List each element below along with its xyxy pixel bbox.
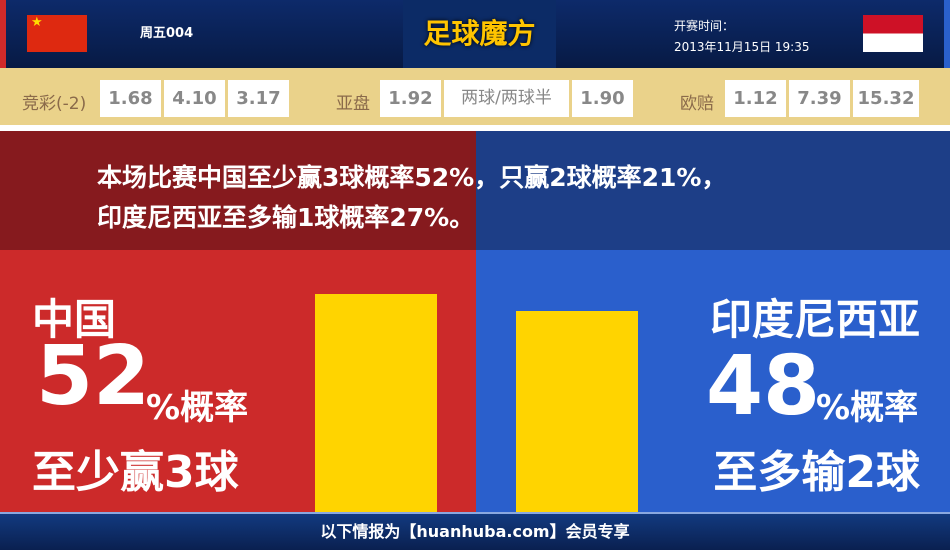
kickoff-label: 开赛时间： xyxy=(674,19,735,33)
away-team-name: 印度尼西亚 xyxy=(709,295,920,344)
odds-value: 1.90 xyxy=(572,80,633,117)
banner-right xyxy=(476,131,950,250)
header: ★ 周五004 足球魔方 开赛时间： 2013年11月15日 19:35 xyxy=(0,0,950,68)
asian-label: 亚盘 xyxy=(336,94,370,114)
away-percent-unit: %概率 xyxy=(816,388,919,428)
odds-value: 1.92 xyxy=(380,80,441,117)
logo: 足球魔方 xyxy=(403,0,556,68)
match-code: 周五004 xyxy=(140,26,194,41)
banner-left xyxy=(0,131,476,250)
home-team-name: 中国 xyxy=(32,295,117,344)
home-description: 至少赢3球 xyxy=(32,447,239,498)
odds-value: 7.39 xyxy=(789,80,850,117)
kickoff-time: 2013年11月15日 19:35 xyxy=(674,40,810,54)
footer-members-link[interactable]: 以下情报为【huanhuba.com】会员专享 xyxy=(0,512,950,550)
indonesia-flag-icon xyxy=(863,15,923,52)
odds-bar: 竞彩(-2) 1.68 4.10 3.17 亚盘 1.92 两球/两球半 1.9… xyxy=(0,68,950,128)
home-probability-bar xyxy=(315,294,437,512)
summary-line-2: 印度尼西亚至多输1球概率27%。 xyxy=(97,203,475,232)
away-panel: 印度尼西亚 48 %概率 至多输2球 xyxy=(476,250,950,512)
odds-value: 1.12 xyxy=(725,80,786,117)
home-percent: 52 xyxy=(36,329,151,424)
euro-label: 欧赔 xyxy=(680,94,714,114)
odds-value: 1.68 xyxy=(100,80,161,117)
china-flag-icon: ★ xyxy=(27,15,87,52)
odds-value: 4.10 xyxy=(164,80,225,117)
home-percent-unit: %概率 xyxy=(146,388,249,428)
away-probability-bar xyxy=(516,310,638,512)
jingcai-label: 竞彩(-2) xyxy=(22,94,87,114)
odds-handicap: 两球/两球半 xyxy=(444,80,569,117)
odds-value: 15.32 xyxy=(853,80,919,117)
summary-line-1: 本场比赛中国至少赢3球概率52%，只赢2球概率21%， xyxy=(97,163,727,192)
away-description: 至多输2球 xyxy=(713,447,920,498)
away-percent: 48 xyxy=(706,339,821,434)
home-panel: 中国 52 %概率 至少赢3球 xyxy=(0,250,476,512)
odds-value: 3.17 xyxy=(228,80,289,117)
